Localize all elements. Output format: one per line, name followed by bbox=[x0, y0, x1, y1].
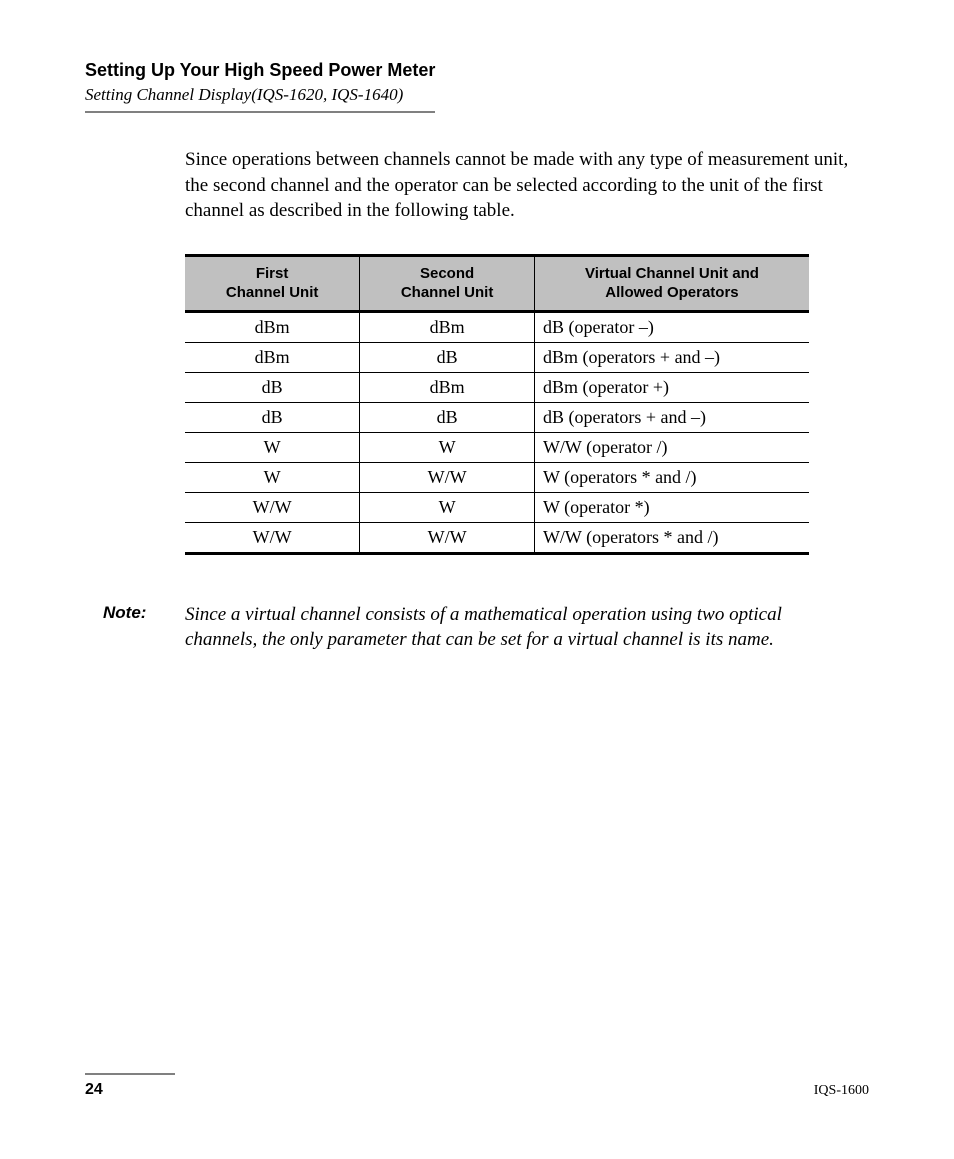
table-header-text: Channel Unit bbox=[226, 284, 319, 301]
document-page: Setting Up Your High Speed Power Meter S… bbox=[0, 0, 954, 1159]
table-cell: dB bbox=[185, 403, 360, 433]
table-cell: dBm (operator +) bbox=[534, 373, 809, 403]
table-cell: W (operators * and /) bbox=[534, 463, 809, 493]
table-cell: dBm bbox=[360, 373, 535, 403]
table-cell: dBm bbox=[185, 312, 360, 343]
table-cell: dB (operators + and –) bbox=[534, 403, 809, 433]
footer-row: 24 IQS-1600 bbox=[85, 1081, 869, 1099]
header-divider bbox=[85, 111, 435, 113]
table-cell: W/W (operators * and /) bbox=[534, 523, 809, 554]
table-cell: dBm bbox=[185, 343, 360, 373]
table-row: dB dBm dBm (operator +) bbox=[185, 373, 809, 403]
table-header-text: Channel Unit bbox=[401, 284, 494, 301]
page-heading: Setting Up Your High Speed Power Meter bbox=[85, 60, 869, 81]
table-header-virtual-channel: Virtual Channel Unit and Allowed Operato… bbox=[534, 255, 809, 312]
intro-paragraph: Since operations between channels cannot… bbox=[185, 147, 859, 224]
table-cell: W/W bbox=[185, 493, 360, 523]
table-row: W/W W/W W/W (operators * and /) bbox=[185, 523, 809, 554]
table-row: dBm dB dBm (operators + and –) bbox=[185, 343, 809, 373]
footer-divider bbox=[85, 1073, 175, 1075]
table-header-row: First Channel Unit Second Channel Unit V… bbox=[185, 255, 809, 312]
table-cell: W/W bbox=[185, 523, 360, 554]
table-row: dBm dBm dB (operator –) bbox=[185, 312, 809, 343]
table-header-first-channel: First Channel Unit bbox=[185, 255, 360, 312]
page-footer: 24 IQS-1600 bbox=[85, 1073, 869, 1099]
table-cell: dB bbox=[360, 403, 535, 433]
table-cell: dB (operator –) bbox=[534, 312, 809, 343]
table-cell: W/W bbox=[360, 463, 535, 493]
table-header-text: Virtual Channel Unit and bbox=[585, 265, 759, 282]
note-label: Note: bbox=[103, 603, 171, 652]
document-id: IQS-1600 bbox=[814, 1083, 869, 1099]
table-header-text: First bbox=[256, 265, 289, 282]
table-cell: dB bbox=[185, 373, 360, 403]
table-cell: dB bbox=[360, 343, 535, 373]
note-block: Note: Since a virtual channel consists o… bbox=[103, 603, 829, 652]
table-row: W/W W W (operator *) bbox=[185, 493, 809, 523]
page-subheading: Setting Channel Display(IQS-1620, IQS-16… bbox=[85, 85, 869, 105]
table-cell: W bbox=[360, 493, 535, 523]
table-cell: W bbox=[185, 463, 360, 493]
table-row: W W W/W (operator /) bbox=[185, 433, 809, 463]
table-cell: W bbox=[360, 433, 535, 463]
unit-operator-table: First Channel Unit Second Channel Unit V… bbox=[185, 254, 809, 556]
table-cell: W (operator *) bbox=[534, 493, 809, 523]
table-cell: W bbox=[185, 433, 360, 463]
page-number: 24 bbox=[85, 1081, 103, 1099]
note-body: Since a virtual channel consists of a ma… bbox=[185, 603, 829, 652]
table-cell: W/W bbox=[360, 523, 535, 554]
table-row: W W/W W (operators * and /) bbox=[185, 463, 809, 493]
table-header-text: Allowed Operators bbox=[605, 284, 738, 301]
table-cell: dBm (operators + and –) bbox=[534, 343, 809, 373]
table-header-text: Second bbox=[420, 265, 474, 282]
table-cell: W/W (operator /) bbox=[534, 433, 809, 463]
table-row: dB dB dB (operators + and –) bbox=[185, 403, 809, 433]
table-cell: dBm bbox=[360, 312, 535, 343]
table-header-second-channel: Second Channel Unit bbox=[360, 255, 535, 312]
